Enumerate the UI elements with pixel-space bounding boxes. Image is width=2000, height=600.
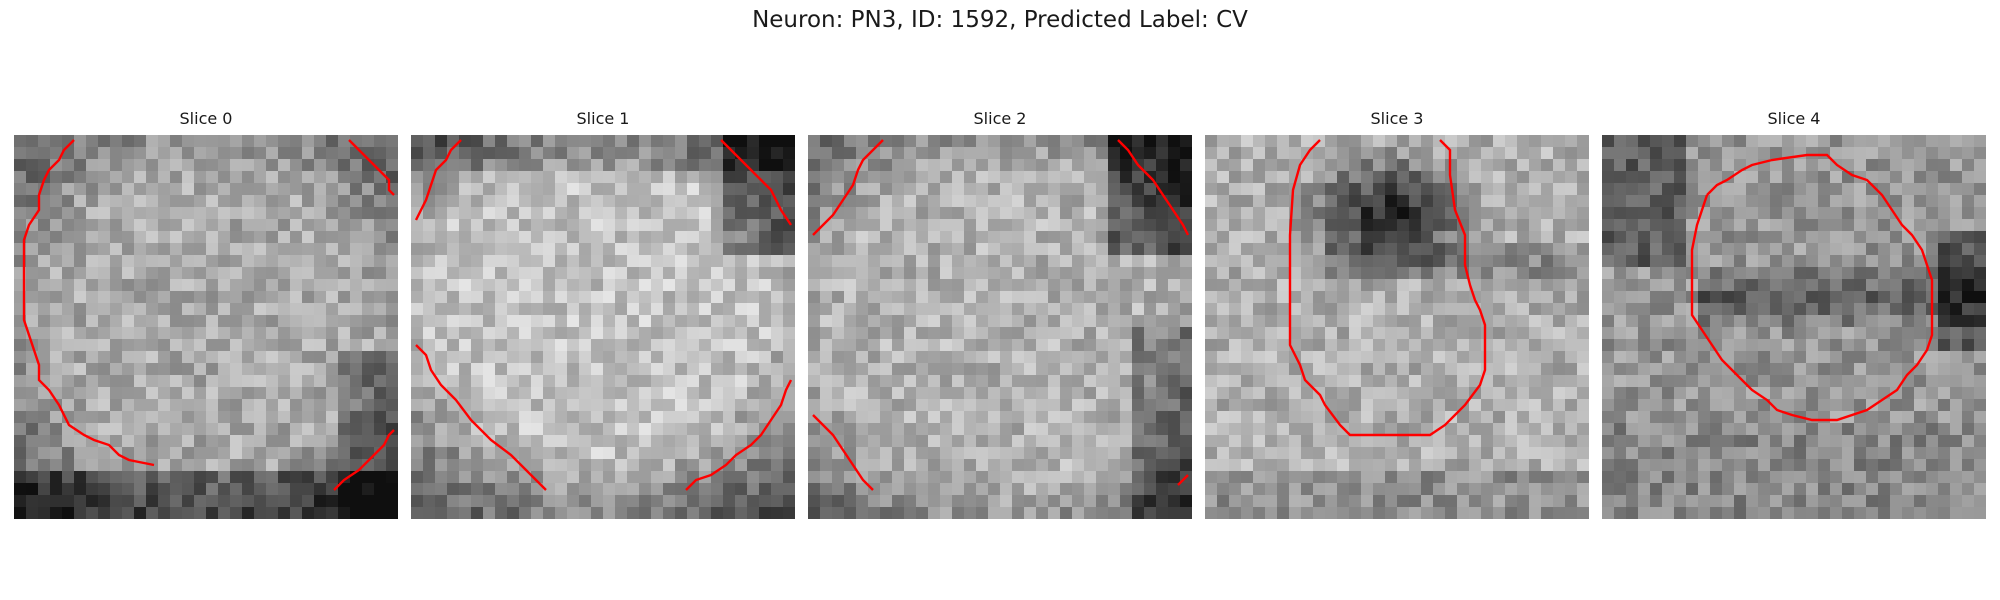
slice-image bbox=[411, 135, 795, 519]
slice-panel: Slice 4 bbox=[1602, 105, 1986, 519]
slice-title: Slice 3 bbox=[1370, 109, 1424, 128]
slice-panel: Slice 1 bbox=[411, 105, 795, 519]
slice-panel: Slice 2 bbox=[808, 105, 1192, 519]
contour-line bbox=[1690, 153, 1934, 422]
contour-line bbox=[1177, 474, 1189, 486]
contour-line bbox=[22, 139, 155, 467]
contour-line bbox=[414, 139, 462, 221]
slice-panel: Slice 3 bbox=[1205, 105, 1589, 519]
slice-image bbox=[1602, 135, 1986, 519]
slice-image bbox=[808, 135, 1192, 519]
pixel-grid bbox=[411, 135, 795, 519]
pixel-grid bbox=[14, 135, 398, 519]
contour-line bbox=[348, 139, 395, 196]
slice-image bbox=[1205, 135, 1589, 519]
contour-line bbox=[333, 429, 395, 491]
slice-panel: Slice 0 bbox=[14, 105, 398, 519]
contour-line bbox=[812, 414, 874, 491]
slice-title: Slice 4 bbox=[1767, 109, 1821, 128]
slice-title: Slice 1 bbox=[576, 109, 630, 128]
contour-line bbox=[685, 379, 793, 491]
contour-line bbox=[415, 344, 547, 491]
contour-line bbox=[720, 139, 792, 226]
slice-title: Slice 2 bbox=[973, 109, 1027, 128]
contour-line bbox=[1288, 139, 1487, 437]
pixel-grid bbox=[808, 135, 1192, 519]
contour-line bbox=[812, 139, 884, 236]
contour-line bbox=[1117, 139, 1190, 236]
pixel-grid bbox=[1205, 135, 1589, 519]
pixel-grid bbox=[1602, 135, 1986, 519]
slice-image bbox=[14, 135, 398, 519]
slice-title: Slice 0 bbox=[179, 109, 233, 128]
figure-title: Neuron: PN3, ID: 1592, Predicted Label: … bbox=[752, 7, 1248, 33]
